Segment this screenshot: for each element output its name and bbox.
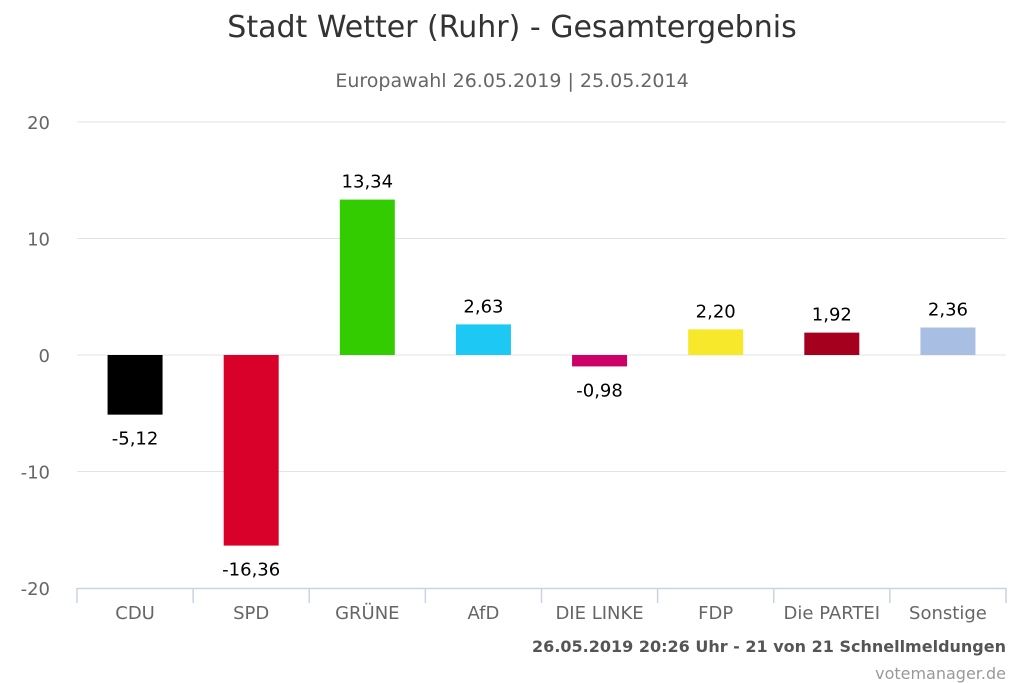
x-tick-label: Die PARTEI [784,603,881,624]
data-label: 1,92 [812,305,852,326]
bar-afd [455,324,511,355]
data-label: -0,98 [576,380,623,401]
x-tick-label: AfD [468,603,500,624]
y-tick-label: 10 [27,230,50,251]
x-tick-label: CDU [115,603,155,624]
y-tick-label: 0 [39,346,50,367]
x-tick-label: Sonstige [909,603,987,624]
bar-fdp [688,329,744,355]
x-tick-label: SPD [233,603,269,624]
y-tick-label: -20 [21,579,50,600]
y-tick-label: -10 [21,463,50,484]
bar-die-linke [572,355,628,367]
data-label: -5,12 [112,429,159,450]
data-label: 2,20 [696,301,736,322]
x-tick-label: GRÜNE [335,602,399,624]
chart-title: Stadt Wetter (Ruhr) - Gesamtergebnis [227,10,797,45]
chart-subtitle: Europawahl 26.05.2019 | 25.05.2014 [335,70,689,92]
y-tick-label: 20 [27,113,50,134]
bar-sonstige [920,327,976,355]
data-label: 2,63 [463,296,503,317]
bar-cdu [107,355,163,415]
bar-die-partei [804,332,860,355]
data-label: 13,34 [342,172,394,193]
update-timestamp: 26.05.2019 20:26 Uhr - 21 von 21 Schnell… [532,637,1006,656]
source-credit[interactable]: votemanager.de [875,664,1006,683]
bar-spd [223,355,279,546]
x-tick-label: FDP [698,603,733,624]
data-label: -16,36 [222,560,280,581]
x-tick-label: DIE LINKE [555,603,643,624]
bar-gr-ne [339,199,395,355]
data-label: 2,36 [928,300,968,321]
